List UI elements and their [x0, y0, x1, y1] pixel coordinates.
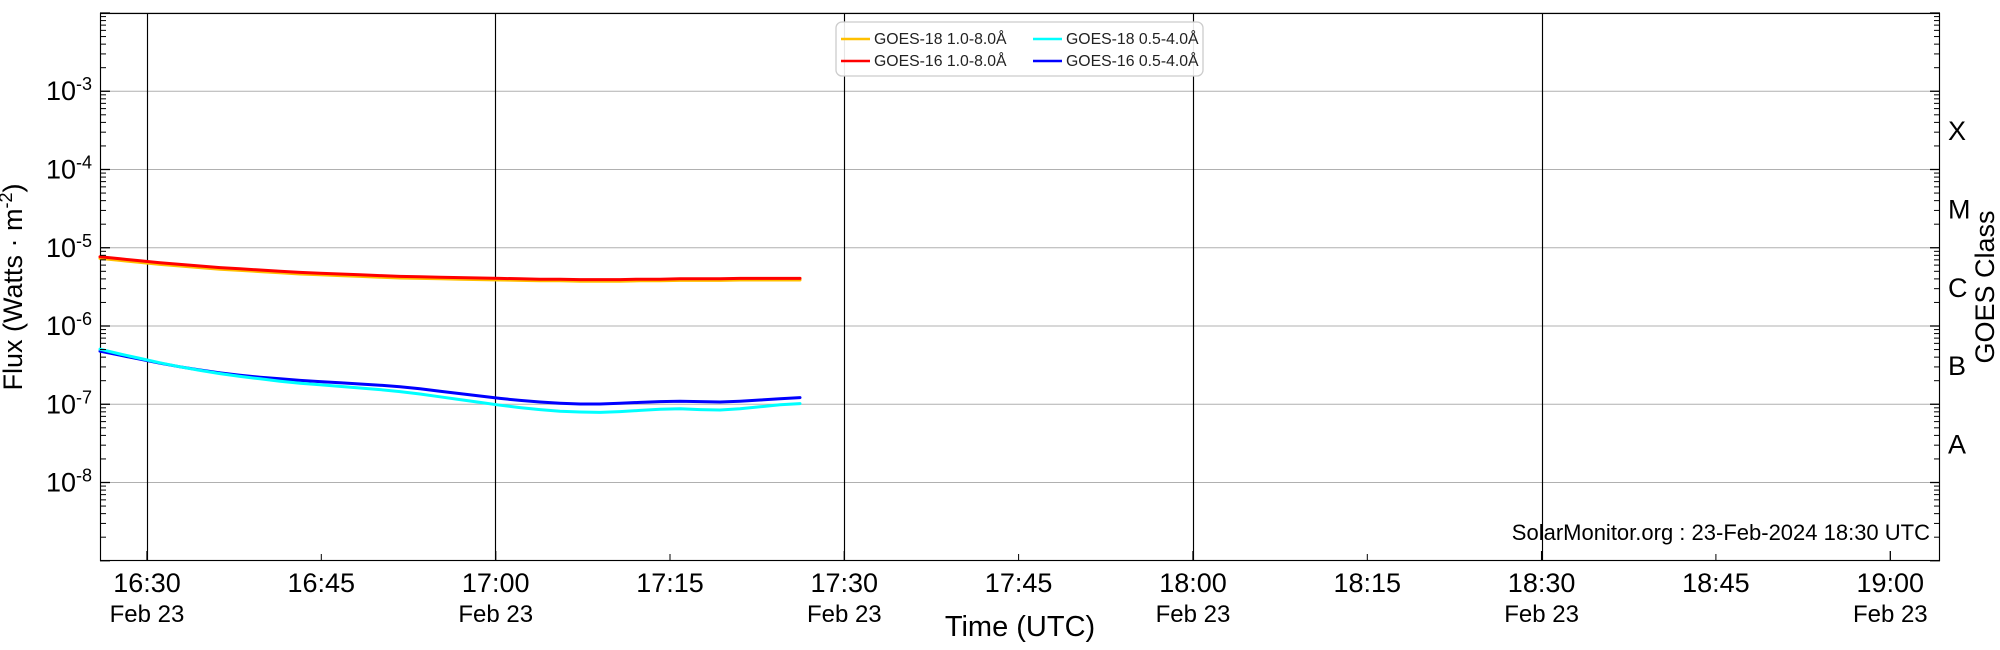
svg-text:Feb 23: Feb 23 — [1156, 601, 1231, 628]
svg-text:17:00: 17:00 — [462, 568, 530, 598]
svg-text:10-5: 10-5 — [46, 231, 92, 263]
svg-text:Time (UTC): Time (UTC) — [945, 611, 1095, 643]
svg-text:GOES-16 0.5-4.0Å: GOES-16 0.5-4.0Å — [1066, 51, 1199, 70]
svg-text:10-8: 10-8 — [46, 466, 92, 498]
svg-text:16:30: 16:30 — [113, 568, 181, 598]
svg-text:Feb 23: Feb 23 — [110, 601, 185, 628]
svg-text:17:30: 17:30 — [811, 568, 879, 598]
svg-text:X: X — [1948, 116, 1966, 146]
svg-text:10-7: 10-7 — [46, 387, 92, 419]
svg-text:16:45: 16:45 — [288, 568, 356, 598]
svg-text:19:00: 19:00 — [1857, 568, 1925, 598]
svg-text:10-4: 10-4 — [46, 153, 92, 185]
svg-text:B: B — [1948, 351, 1966, 381]
svg-text:GOES-18 0.5-4.0Å: GOES-18 0.5-4.0Å — [1066, 29, 1199, 48]
svg-text:A: A — [1948, 429, 1966, 459]
svg-text:Feb 23: Feb 23 — [1853, 601, 1928, 628]
svg-text:Feb 23: Feb 23 — [458, 601, 533, 628]
svg-text:Feb 23: Feb 23 — [807, 601, 882, 628]
svg-text:Flux (Watts · m-2): Flux (Watts · m-2) — [0, 183, 28, 390]
svg-text:Feb 23: Feb 23 — [1504, 601, 1579, 628]
svg-text:17:15: 17:15 — [636, 568, 704, 598]
svg-text:18:30: 18:30 — [1508, 568, 1576, 598]
svg-text:18:15: 18:15 — [1334, 568, 1402, 598]
svg-text:C: C — [1948, 273, 1968, 303]
svg-text:18:45: 18:45 — [1682, 568, 1750, 598]
svg-text:10-3: 10-3 — [46, 74, 92, 106]
svg-text:GOES-18 1.0-8.0Å: GOES-18 1.0-8.0Å — [874, 29, 1007, 48]
svg-text:17:45: 17:45 — [985, 568, 1053, 598]
svg-text:GOES Class: GOES Class — [1970, 210, 2000, 363]
svg-text:18:00: 18:00 — [1159, 568, 1227, 598]
svg-text:SolarMonitor.org : 23-Feb-2024: SolarMonitor.org : 23-Feb-2024 18:30 UTC — [1512, 520, 1930, 545]
svg-text:10-6: 10-6 — [46, 309, 92, 341]
svg-text:M: M — [1948, 195, 1971, 225]
svg-text:GOES-16 1.0-8.0Å: GOES-16 1.0-8.0Å — [874, 51, 1007, 70]
